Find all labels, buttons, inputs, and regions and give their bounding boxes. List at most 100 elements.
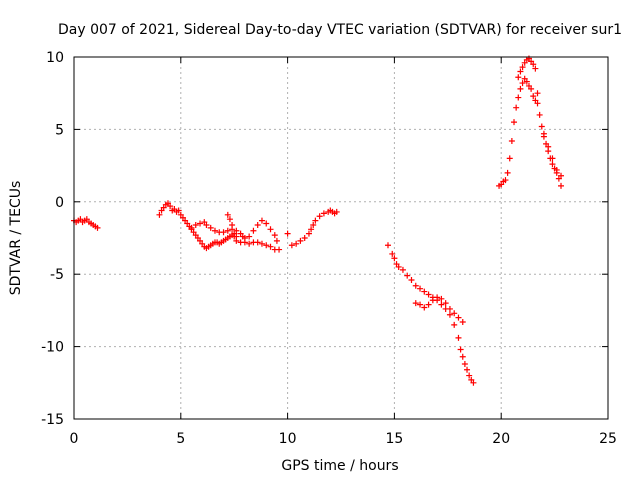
data-point	[254, 221, 261, 228]
data-point	[226, 216, 233, 223]
data-point	[224, 227, 231, 234]
data-point	[523, 78, 530, 85]
data-point	[438, 301, 445, 308]
data-point	[389, 250, 396, 257]
data-point	[534, 90, 541, 97]
data-point	[175, 207, 182, 214]
data-point	[408, 276, 415, 283]
data-point	[395, 263, 402, 270]
data-point	[434, 294, 441, 301]
data-point	[506, 155, 513, 162]
data-point	[429, 297, 436, 304]
data-point	[207, 224, 214, 231]
data-point	[513, 104, 520, 111]
data-point	[417, 301, 424, 308]
data-point	[457, 346, 464, 353]
data-point	[250, 227, 257, 234]
data-point	[399, 266, 406, 273]
data-point	[312, 217, 319, 224]
data-point	[538, 123, 545, 130]
data-point	[308, 226, 315, 233]
data-point	[502, 177, 509, 184]
data-point	[470, 379, 477, 386]
data-point	[241, 235, 248, 241]
data-point	[211, 227, 218, 234]
data-point	[316, 213, 323, 220]
data-point	[530, 61, 537, 68]
data-point	[425, 291, 432, 298]
data-point	[558, 172, 565, 179]
data-series-sdtvar	[71, 55, 565, 386]
data-point	[511, 119, 518, 126]
data-point	[246, 240, 253, 247]
data-point	[464, 366, 471, 373]
data-point	[384, 242, 391, 249]
data-point	[320, 210, 327, 217]
x-axis-label: GPS time / hours	[281, 458, 398, 474]
data-point	[267, 243, 274, 250]
data-point	[246, 233, 253, 240]
data-point	[188, 224, 195, 231]
data-point	[455, 334, 462, 341]
data-point	[446, 311, 453, 318]
data-point	[203, 221, 210, 228]
data-point	[233, 233, 240, 240]
data-point	[549, 161, 556, 168]
data-point	[549, 155, 556, 162]
data-point	[412, 282, 419, 289]
data-point	[404, 272, 411, 279]
x-tick-label: 0	[70, 431, 79, 447]
data-point	[466, 372, 473, 379]
data-point	[258, 240, 265, 247]
data-point	[425, 301, 432, 308]
data-point	[305, 230, 312, 237]
chart-title: Day 007 of 2021, Sidereal Day-to-day VTE…	[58, 22, 622, 38]
data-point	[519, 80, 526, 87]
x-tick-label: 15	[385, 431, 403, 447]
data-point	[517, 85, 524, 92]
data-point	[192, 221, 199, 228]
data-point	[459, 318, 466, 325]
data-point	[540, 133, 547, 140]
data-point	[297, 237, 304, 244]
data-point	[229, 221, 236, 228]
data-point	[310, 221, 317, 228]
x-tick-label: 25	[599, 431, 617, 447]
y-tick-label: -5	[50, 267, 64, 283]
data-point	[224, 211, 231, 218]
data-point	[288, 242, 295, 249]
data-point	[417, 285, 424, 292]
grid-lines	[74, 57, 608, 419]
data-point	[391, 255, 398, 262]
data-point	[504, 169, 511, 176]
data-point	[167, 203, 174, 210]
data-point	[553, 166, 560, 173]
y-axis-label: SDTVAR / TECUs	[8, 181, 24, 296]
data-point	[451, 321, 458, 328]
data-point	[421, 304, 428, 311]
x-tick-label: 10	[279, 431, 297, 447]
data-point	[258, 217, 265, 224]
data-point	[263, 242, 270, 249]
data-point	[534, 100, 541, 107]
data-point	[461, 360, 468, 367]
data-point	[267, 226, 274, 233]
data-point	[438, 295, 445, 302]
data-point	[517, 68, 524, 75]
data-point	[156, 211, 163, 218]
data-point	[220, 229, 227, 236]
data-point	[293, 240, 300, 247]
data-point	[412, 300, 419, 307]
data-point	[333, 208, 340, 215]
data-point	[451, 310, 458, 317]
y-tick-label: 0	[55, 195, 64, 211]
data-point	[421, 288, 428, 295]
data-point	[459, 353, 466, 360]
x-tick-label: 5	[176, 431, 185, 447]
data-point	[273, 237, 280, 244]
x-tick-label: 20	[492, 431, 510, 447]
data-point	[515, 74, 522, 81]
axis-ticks: 0 5 10 15 20 25 -15 -10 -5 0 5 10	[41, 50, 617, 447]
data-point	[515, 94, 522, 101]
